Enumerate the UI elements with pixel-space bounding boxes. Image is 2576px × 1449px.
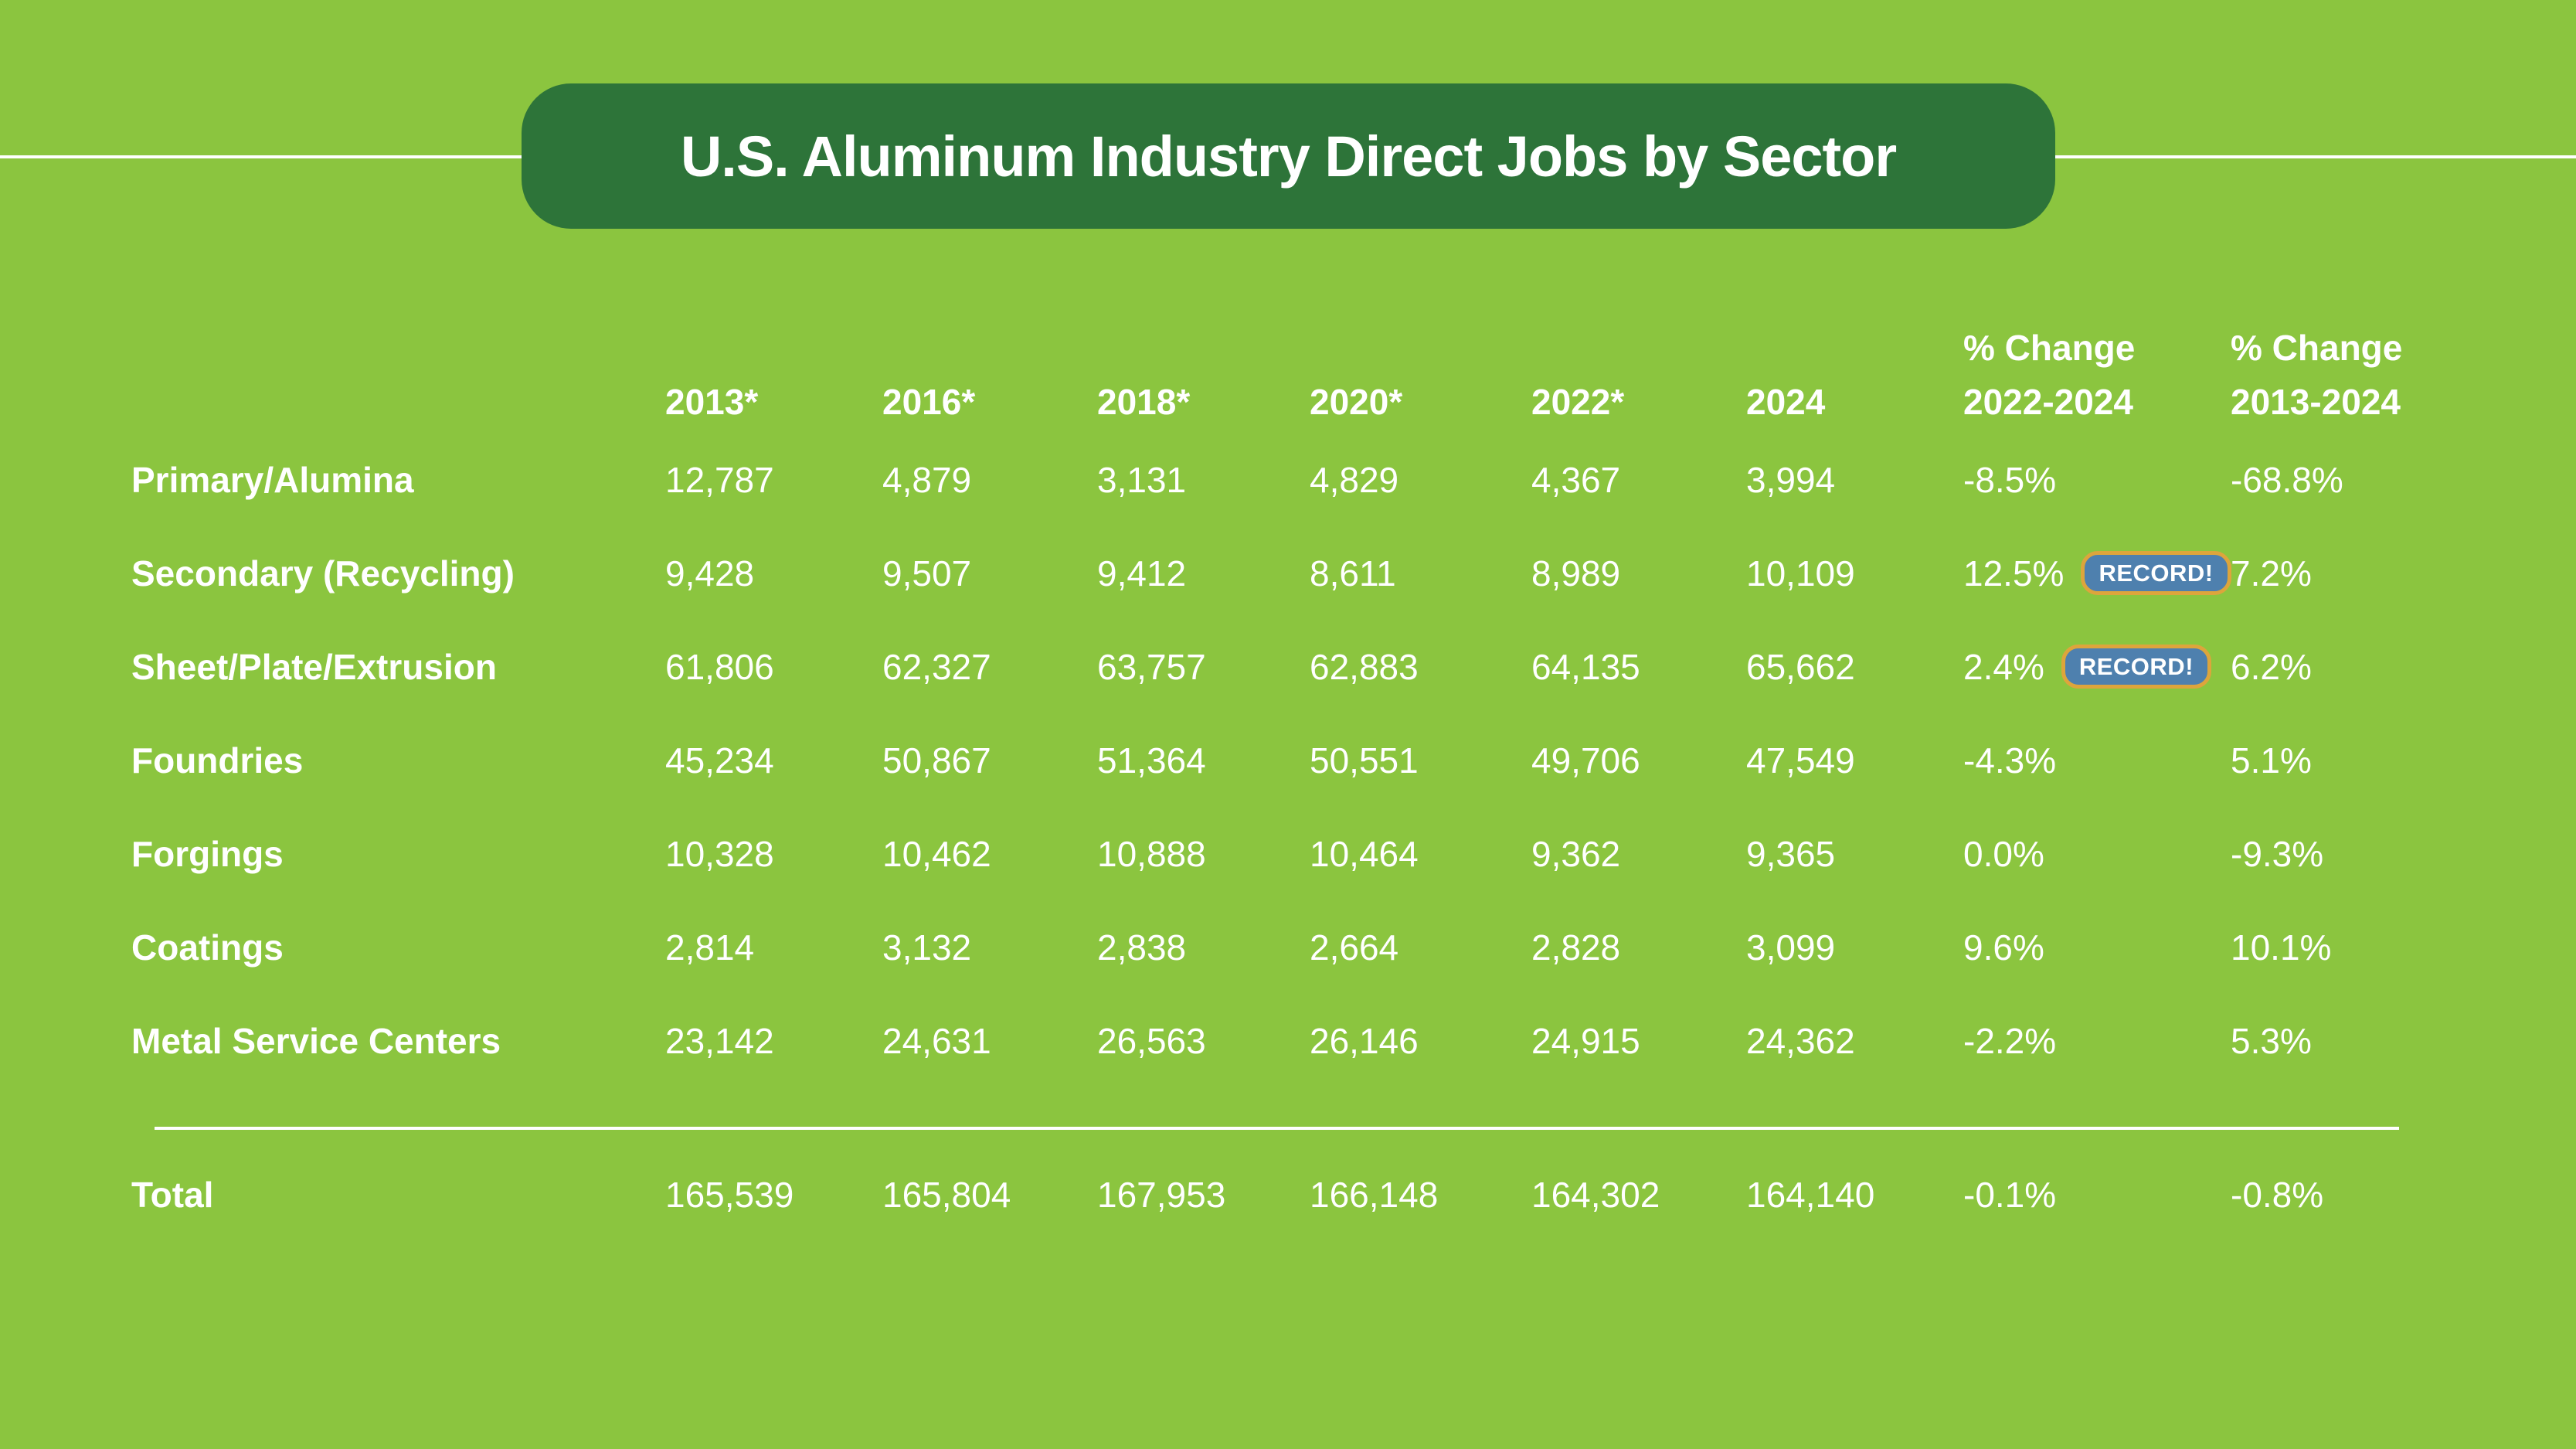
title-banner: U.S. Aluminum Industry Direct Jobs by Se… bbox=[522, 83, 2055, 229]
jobs-table: 2013* 2016* 2018* 2020* 2022* 2024 % Cha… bbox=[131, 321, 2576, 1087]
header-2020: 2020* bbox=[1310, 382, 1403, 422]
header-2024: 2024 bbox=[1746, 382, 1826, 422]
sector-label: Coatings bbox=[131, 927, 284, 968]
header-pct-change-2022-2024: % Change 2022-2024 bbox=[1963, 328, 2136, 422]
table-row: Primary/Alumina 12,787 4,879 3,131 4,829… bbox=[131, 459, 2343, 500]
sector-label: Foundries bbox=[131, 740, 304, 781]
total-row: Total 165,539 165,804 167,953 166,148 16… bbox=[131, 1175, 2324, 1215]
record-badge: RECORD! bbox=[2081, 551, 2231, 595]
table-row: Sheet/Plate/Extrusion 61,806 62,327 63,7… bbox=[131, 620, 2576, 713]
header-2022: 2022* bbox=[1531, 382, 1625, 422]
header-2018: 2018* bbox=[1097, 382, 1191, 422]
table-row: Metal Service Centers 23,142 24,631 26,5… bbox=[131, 1020, 2312, 1061]
page-title: U.S. Aluminum Industry Direct Jobs by Se… bbox=[680, 124, 1897, 189]
sector-label: Forgings bbox=[131, 833, 284, 874]
table-row: Foundries 45,234 50,867 51,364 50,551 49… bbox=[131, 740, 2312, 781]
table-row: Secondary (Recycling) 9,428 9,507 9,412 … bbox=[131, 526, 2576, 620]
record-badge: RECORD! bbox=[2061, 645, 2212, 689]
table-header-row: 2013* 2016* 2018* 2020* 2022* 2024 % Cha… bbox=[131, 321, 2576, 433]
header-pct-change-2013-2024: % Change 2013-2024 bbox=[2231, 328, 2403, 422]
total-label: Total bbox=[131, 1175, 214, 1215]
table-row: Forgings 10,328 10,462 10,888 10,464 9,3… bbox=[131, 833, 2324, 874]
sector-label: Metal Service Centers bbox=[131, 1020, 501, 1061]
header-2013: 2013* bbox=[665, 382, 759, 422]
header-2016: 2016* bbox=[882, 382, 976, 422]
sector-label: Primary/Alumina bbox=[131, 459, 414, 500]
sector-label: Secondary (Recycling) bbox=[131, 553, 515, 594]
sector-label: Sheet/Plate/Extrusion bbox=[131, 646, 497, 687]
total-divider-line bbox=[155, 1127, 2399, 1130]
table-row: Coatings 2,814 3,132 2,838 2,664 2,828 3… bbox=[131, 927, 2332, 968]
